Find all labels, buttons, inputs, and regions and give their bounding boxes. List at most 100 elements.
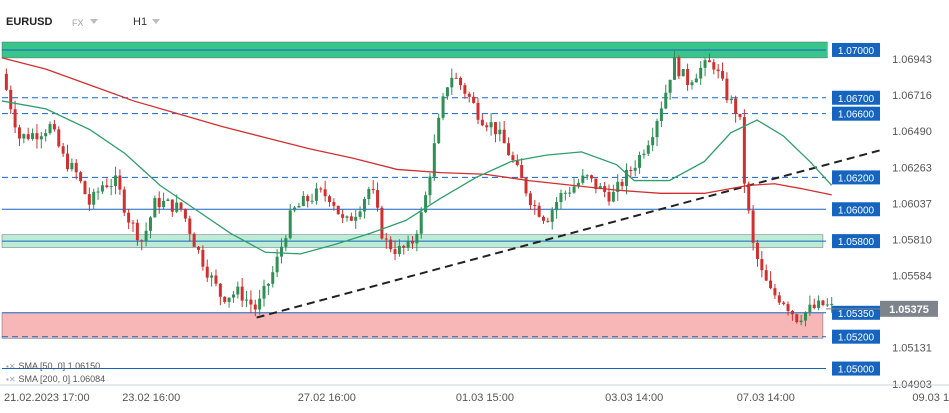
y-tick-label: 1.06490 xyxy=(892,126,932,138)
y-tick-label: 1.05584 xyxy=(892,271,932,283)
level-tag xyxy=(832,42,880,57)
candle-body xyxy=(240,286,244,301)
candle-body xyxy=(358,211,362,217)
candle-body xyxy=(747,183,751,211)
candle-body xyxy=(332,202,336,206)
candle-body xyxy=(148,217,152,231)
candle-body xyxy=(738,113,742,118)
candle-body xyxy=(493,122,497,135)
candle-body xyxy=(297,205,301,208)
candle-body xyxy=(690,82,694,86)
candle-body xyxy=(476,102,480,120)
x-tick-label: 21.02.2023 17:00 xyxy=(4,392,90,404)
candle-body xyxy=(31,133,35,140)
candle-body xyxy=(664,92,668,109)
candle-body xyxy=(114,175,118,187)
candle-body xyxy=(371,188,375,191)
candle-body xyxy=(825,304,829,306)
level-tag xyxy=(832,234,880,249)
candle-body xyxy=(223,296,227,302)
candle-body xyxy=(201,249,205,267)
remove-indicator-icon[interactable]: ▪✕ xyxy=(6,375,16,384)
candle-body xyxy=(310,200,314,202)
candle-body xyxy=(498,129,502,135)
candle-body xyxy=(284,238,288,247)
candle-body xyxy=(755,242,759,260)
level-label: 1.05800 xyxy=(838,237,875,248)
candle-body xyxy=(288,210,292,239)
level-label: 1.07000 xyxy=(838,46,875,57)
sma200-legend[interactable]: ▪✕ SMA [200, 0] 1.06084 xyxy=(6,374,105,384)
zone-band xyxy=(1,312,824,339)
candle-body xyxy=(777,295,781,303)
candle-body xyxy=(57,129,61,147)
level-label: 1.06700 xyxy=(838,94,875,105)
candle-body xyxy=(218,283,222,297)
candle-body xyxy=(188,218,192,234)
candle-body xyxy=(821,300,825,306)
candle-body xyxy=(541,216,545,221)
candle-body xyxy=(467,93,471,97)
candle-body xyxy=(795,314,799,323)
candle-body xyxy=(140,240,144,242)
candle-body xyxy=(611,191,615,202)
candle-body xyxy=(376,190,380,208)
level-label: 1.06000 xyxy=(838,205,875,216)
candle-body xyxy=(144,230,148,241)
sma200-legend-label: SMA [200, 0] 1.06084 xyxy=(18,374,106,384)
x-tick-label: 01.03 15:00 xyxy=(456,392,514,404)
x-tick-label: 23.02 16:00 xyxy=(122,392,180,404)
market-caret-icon[interactable] xyxy=(90,19,98,24)
level-tag xyxy=(832,361,880,376)
level-label: 1.06200 xyxy=(838,173,875,184)
level-tag xyxy=(832,106,880,121)
x-tick-label: 03.03 14:00 xyxy=(605,392,663,404)
timeframe-caret-icon[interactable] xyxy=(152,19,160,24)
candle-body xyxy=(179,202,183,209)
candle-body xyxy=(96,191,100,193)
remove-indicator-icon[interactable]: ▪✕ xyxy=(6,362,16,371)
candle-body xyxy=(590,175,594,179)
candle-body xyxy=(205,266,209,278)
candle-body xyxy=(445,87,449,97)
candle-body xyxy=(341,214,345,218)
candle-body xyxy=(197,246,201,250)
timeframe-label[interactable]: H1 xyxy=(133,16,148,28)
candle-body xyxy=(441,96,445,118)
candle-body xyxy=(66,153,70,170)
candle-body xyxy=(712,62,716,70)
candle-body xyxy=(673,57,677,80)
candle-body xyxy=(655,120,659,138)
candle-body xyxy=(432,143,436,177)
candle-body xyxy=(258,298,262,310)
candle-body xyxy=(760,259,764,271)
candle-body xyxy=(83,181,87,195)
candle-body xyxy=(389,239,393,250)
candle-body xyxy=(616,181,620,192)
candle-body xyxy=(620,181,624,187)
candle-body xyxy=(454,77,458,79)
candle-body xyxy=(135,222,139,241)
candle-body xyxy=(716,69,720,72)
sma50-line xyxy=(1,100,833,255)
candle-body xyxy=(559,193,563,203)
candle-body xyxy=(607,191,611,202)
candle-body xyxy=(354,216,358,221)
symbol-label[interactable]: EURUSD xyxy=(6,16,53,28)
sma50-legend[interactable]: ▪✕ SMA [50, 0] 1.06150 xyxy=(6,361,100,371)
level-label: 1.06600 xyxy=(838,110,875,121)
candle-body xyxy=(764,270,768,281)
candle-body xyxy=(367,188,371,200)
candle-body xyxy=(555,202,559,211)
y-tick-label: 1.05131 xyxy=(892,343,932,355)
candle-body xyxy=(157,198,161,208)
candle-body xyxy=(437,117,441,144)
candle-body xyxy=(44,133,48,137)
candle-body xyxy=(769,280,773,289)
candle-body xyxy=(480,119,484,126)
candle-body xyxy=(227,297,231,302)
candle-body xyxy=(253,304,257,310)
candle-body xyxy=(707,60,711,63)
candle-body xyxy=(397,245,401,255)
